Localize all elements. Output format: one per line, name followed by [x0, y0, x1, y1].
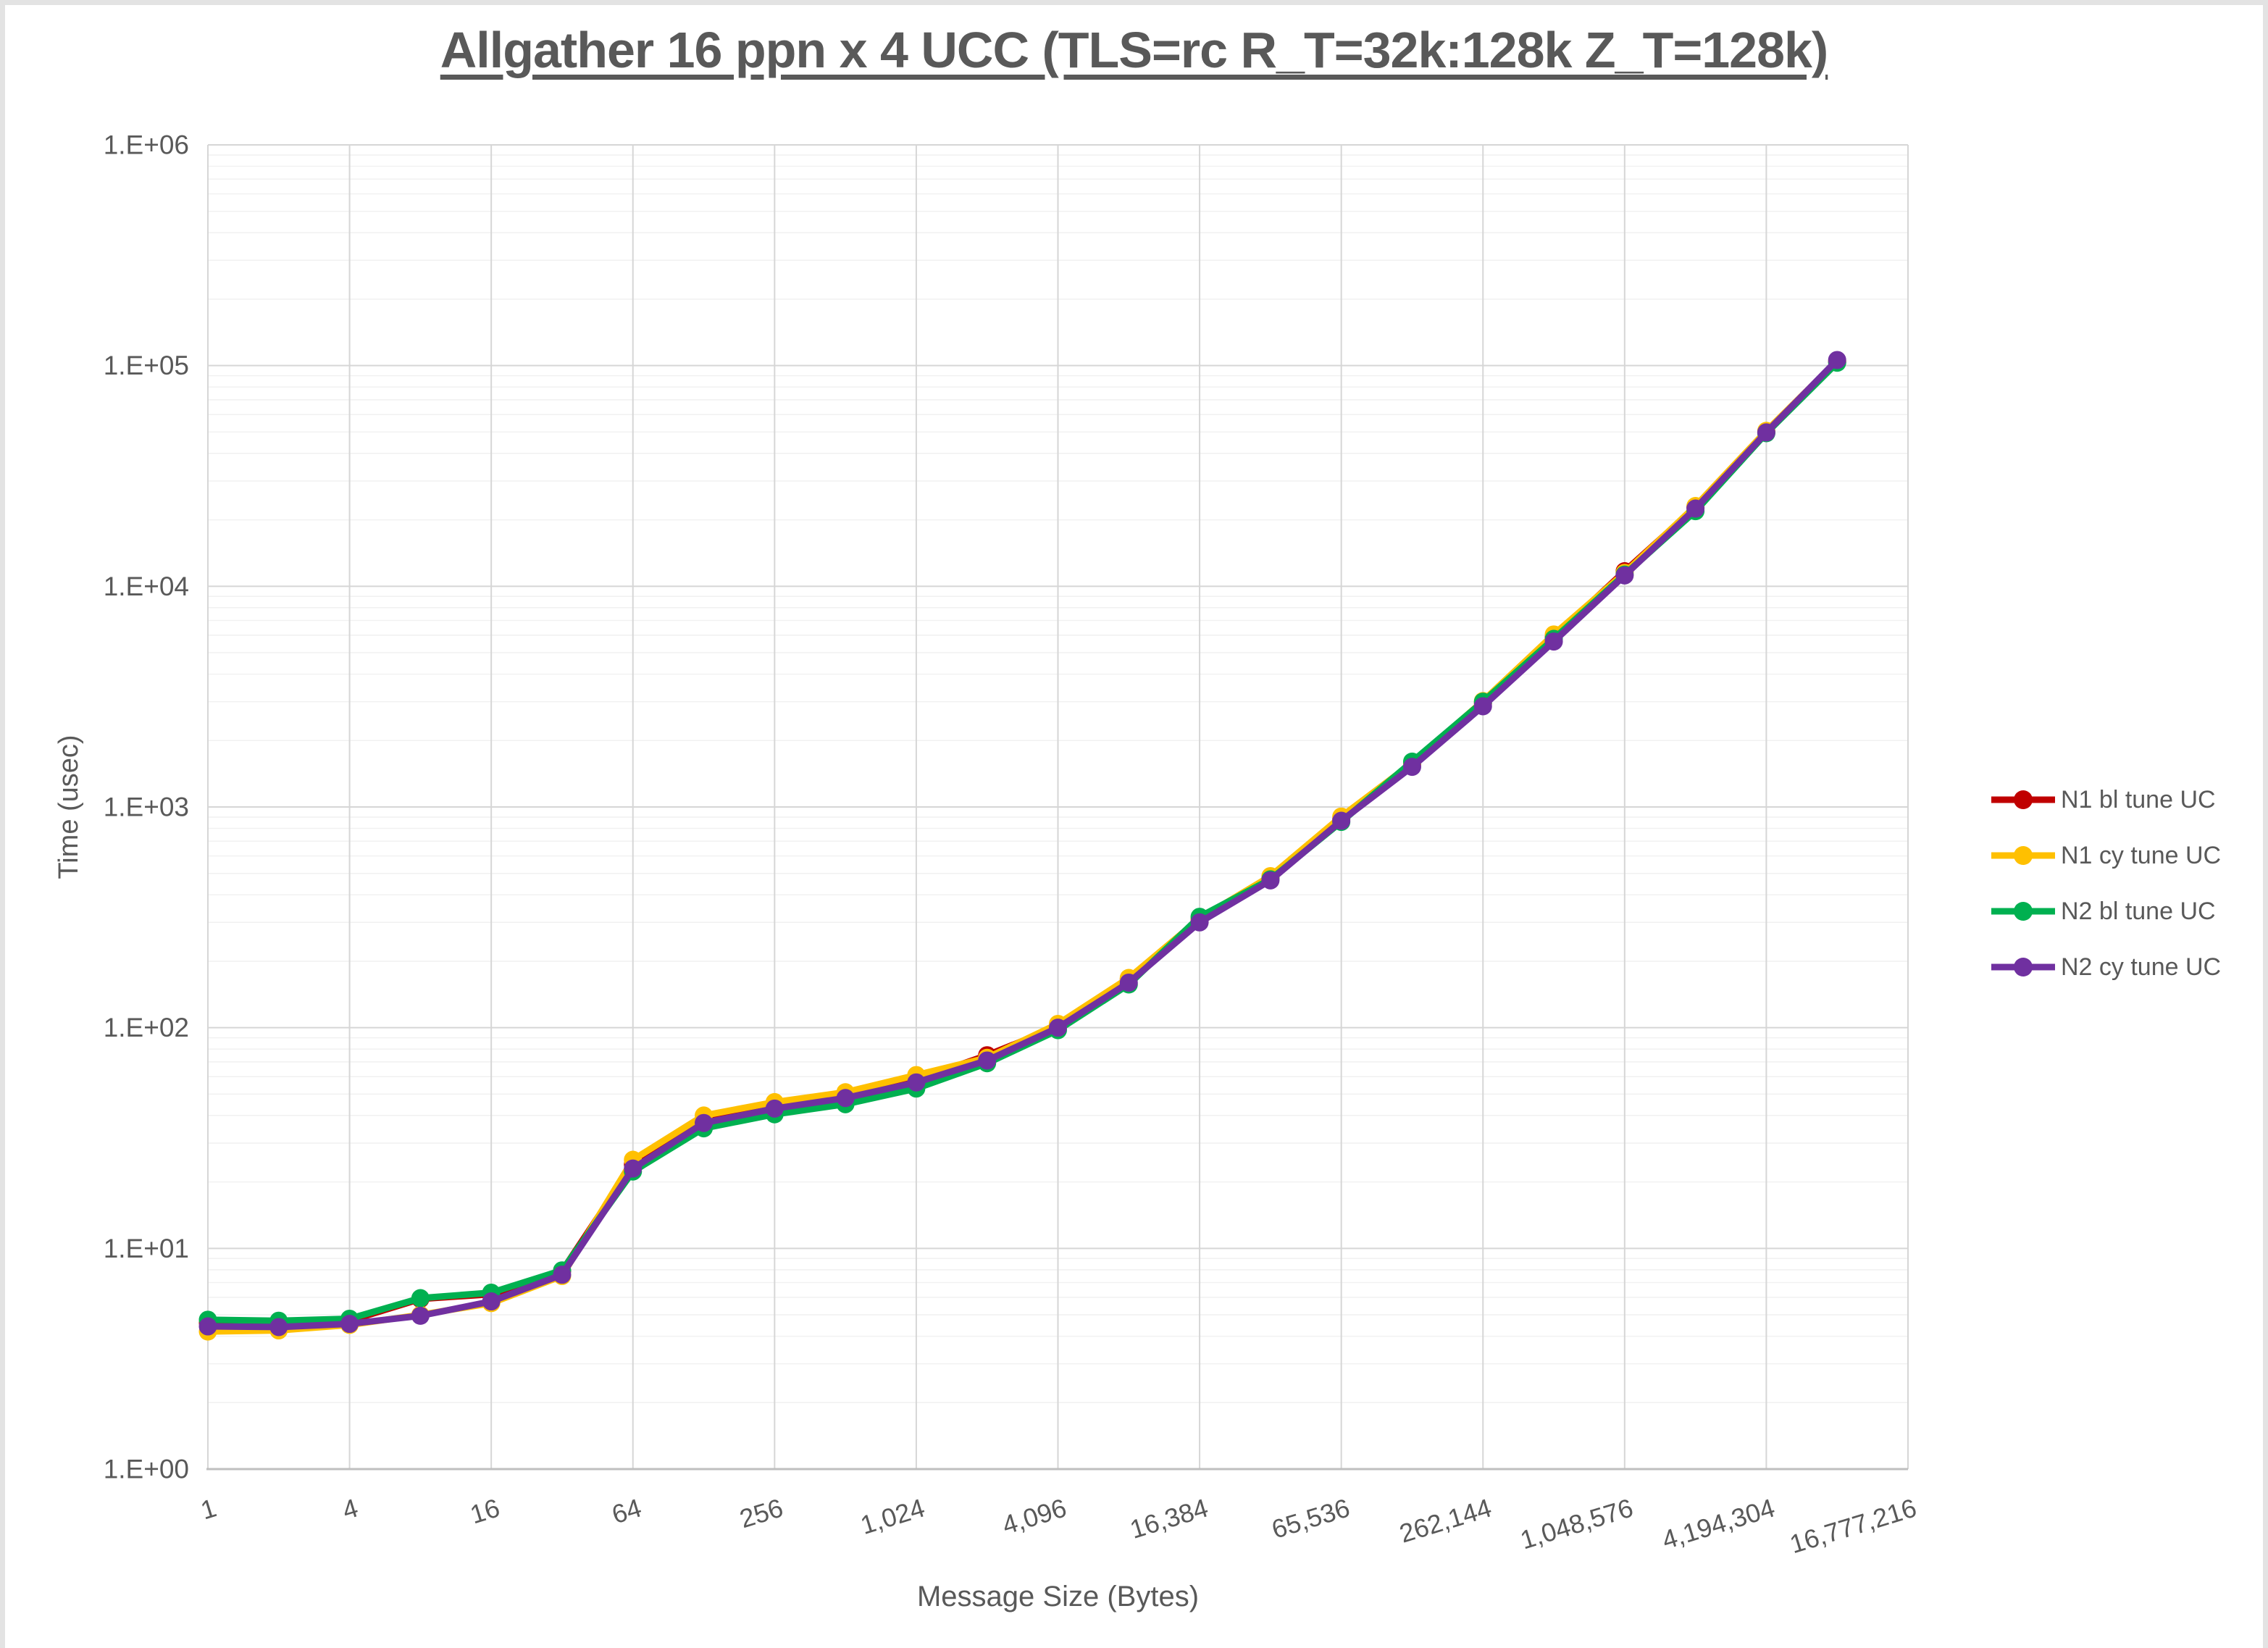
x-tick-label: 1 [197, 1492, 219, 1525]
x-tick-label: 65,536 [1268, 1492, 1353, 1544]
data-point-n2-cy-tune-uc [1119, 973, 1138, 992]
y-tick-label: 1.E+02 [104, 1013, 189, 1042]
legend: N1 bl tune UC N1 cy tune UC N2 bl tune UC N… [1991, 786, 2221, 981]
x-tick-label: 262,144 [1396, 1492, 1494, 1548]
data-point-n2-cy-tune-uc [907, 1073, 926, 1092]
series-line-n2-bl-tune-uc [204, 359, 1841, 1324]
data-point-n2-cy-tune-uc [765, 1099, 784, 1118]
x-tick-label: 1,048,576 [1517, 1492, 1636, 1555]
data-point-n2-cy-tune-uc [1686, 499, 1705, 518]
data-point-n2-bl-tune-uc [411, 1289, 430, 1308]
x-tick-label: 16,777,216 [1786, 1492, 1920, 1559]
data-point-n2-cy-tune-uc [1261, 871, 1280, 890]
x-tick-label: 16,384 [1126, 1492, 1211, 1544]
x-tick-label: 16 [466, 1492, 503, 1529]
data-point-n2-cy-tune-uc [836, 1089, 855, 1108]
chart-title: Allgather 16 ppn x 4 UCC (TLS=rc R_T=32k… [440, 22, 1829, 78]
legend-item-n1-bl-tune-uc: N1 bl tune UC [1991, 786, 2221, 813]
series-line-n1-bl-tune-uc [204, 358, 1841, 1326]
x-axis-title: Message Size (Bytes) [917, 1581, 1199, 1613]
legend-marker-icon [1991, 902, 2055, 921]
legend-marker-icon [1991, 958, 2055, 976]
x-tick-label: 64 [608, 1492, 645, 1529]
data-point-n2-cy-tune-uc [269, 1318, 288, 1337]
x-tick-label: 1,024 [857, 1492, 928, 1540]
legend-marker-icon [1991, 846, 2055, 865]
x-tick-label: 4,194,304 [1659, 1492, 1778, 1555]
data-point-n2-cy-tune-uc [1049, 1019, 1067, 1037]
data-point-n2-cy-tune-uc [1615, 566, 1634, 585]
legend-item-n2-cy-tune-uc: N2 cy tune UC [1991, 953, 2221, 981]
data-point-n2-cy-tune-uc [411, 1306, 430, 1325]
data-point-n2-cy-tune-uc [1402, 758, 1421, 777]
x-tick-label: 4 [339, 1492, 361, 1525]
y-tick-label: 1.E+00 [104, 1455, 189, 1484]
legend-label: N1 bl tune UC [2061, 785, 2216, 813]
x-tick-label: 4,096 [999, 1492, 1070, 1540]
y-tick-label: 1.E+04 [104, 572, 189, 601]
data-point-n2-cy-tune-uc [1473, 697, 1492, 716]
data-point-n2-cy-tune-uc [1828, 351, 1846, 369]
x-tick-label: 256 [736, 1492, 786, 1534]
legend-label: N2 cy tune UC [2061, 953, 2222, 981]
data-point-n2-cy-tune-uc [340, 1315, 359, 1334]
legend-item-n2-bl-tune-uc: N2 bl tune UC [1991, 898, 2221, 925]
series-line-n2-cy-tune-uc [204, 356, 1841, 1331]
y-tick-label: 1.E+01 [104, 1234, 189, 1263]
data-point-n2-cy-tune-uc [624, 1159, 643, 1178]
y-tick-label: 1.E+03 [104, 792, 189, 822]
data-point-n2-cy-tune-uc [482, 1292, 501, 1311]
data-point-n2-cy-tune-uc [198, 1317, 217, 1336]
y-tick-label: 1.E+06 [104, 130, 189, 160]
plot-area: 1.E+00 1.E+01 1.E+02 1.E+03 1.E+04 1.E+05 1.E+… [54, 130, 1920, 1613]
data-point-n2-cy-tune-uc [695, 1113, 714, 1132]
data-point-n2-cy-tune-uc [978, 1051, 997, 1070]
y-axis-title: Time (usec) [54, 735, 84, 879]
legend-label: N2 bl tune UC [2061, 897, 2216, 925]
data-point-n2-cy-tune-uc [1332, 811, 1351, 830]
legend-marker-icon [1991, 790, 2055, 809]
data-point-n2-cy-tune-uc [1544, 632, 1563, 651]
legend-label: N1 cy tune UC [2061, 841, 2222, 869]
data-point-n2-cy-tune-uc [1190, 913, 1209, 932]
y-tick-label: 1.E+05 [104, 351, 189, 380]
series-line-n1-cy-tune-uc [204, 357, 1841, 1335]
data-point-n2-cy-tune-uc [1757, 423, 1775, 442]
data-point-n2-cy-tune-uc [553, 1266, 572, 1284]
legend-item-n1-cy-tune-uc: N1 cy tune UC [1991, 842, 2221, 869]
